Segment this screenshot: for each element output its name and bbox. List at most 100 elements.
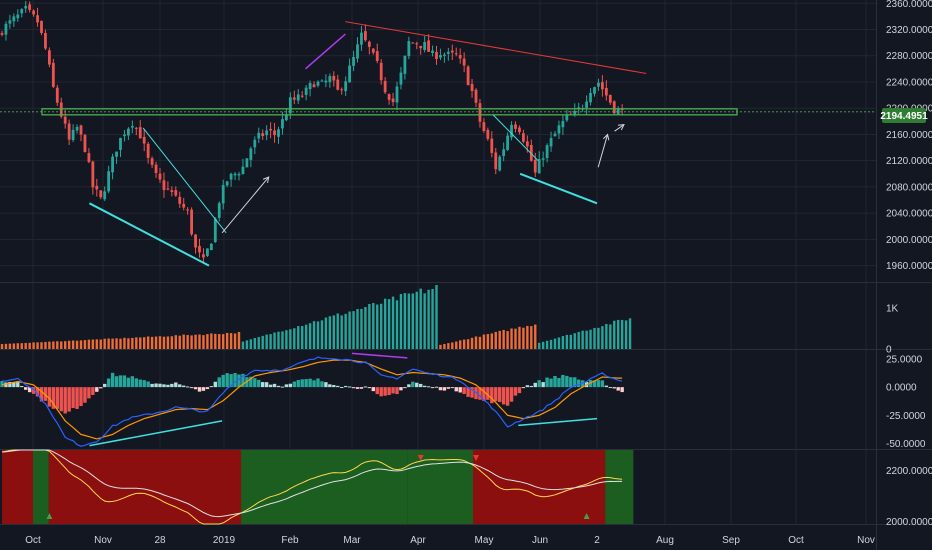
candle-body: [174, 190, 178, 196]
price-tick-label: 2160.0000: [886, 130, 932, 141]
macd-histogram-bar: [592, 380, 597, 388]
macd-histogram-bar: [292, 381, 296, 388]
candle-body: [241, 166, 245, 175]
candle-body: [292, 97, 296, 100]
candle-body: [454, 53, 458, 55]
volume-bar: [12, 343, 16, 349]
candle-body: [158, 173, 162, 180]
regime-signal-marker: [46, 513, 53, 519]
time-tick-label: Nov: [857, 535, 875, 546]
macd-histogram-bar: [241, 373, 245, 388]
candle-body: [285, 114, 288, 121]
candle-body: [253, 139, 257, 148]
macd-histogram-bar: [494, 387, 498, 402]
volume-bar: [609, 324, 612, 349]
volume-bar: [569, 334, 572, 349]
volume-bar: [261, 335, 264, 349]
candle-body: [478, 103, 482, 122]
volume-bar: [170, 336, 174, 349]
volume-bar: [218, 334, 221, 349]
volume-bar: [494, 331, 497, 349]
candle-body: [316, 81, 320, 86]
candle-body: [190, 209, 193, 235]
candle-body: [601, 82, 604, 90]
volume-bar: [237, 331, 241, 349]
candle-body: [356, 44, 359, 59]
volume-panel: [0, 285, 632, 349]
volume-bar: [146, 336, 150, 349]
volume-bar: [32, 342, 35, 349]
macd-histogram-bar: [513, 387, 518, 396]
candle-body: [328, 76, 332, 83]
candle-body: [269, 128, 272, 131]
volume-bar: [459, 340, 462, 349]
volume-bar: [0, 344, 4, 349]
volume-bar: [206, 334, 209, 349]
macd-histogram-bar: [8, 381, 12, 388]
trendline: [519, 172, 598, 205]
time-tick-label: 2019: [213, 535, 236, 546]
volume-bar: [530, 326, 533, 349]
macd-histogram-bar: [106, 378, 111, 388]
macd-histogram-bar: [24, 387, 28, 390]
macd-line: [1, 356, 623, 447]
volume-bar: [344, 313, 347, 349]
candle-body: [288, 97, 292, 114]
trendline: [305, 33, 346, 70]
candle-body: [407, 41, 411, 57]
regime-panel: [1, 449, 634, 525]
macd-histogram-bar: [450, 387, 454, 389]
candle-body: [237, 173, 241, 176]
macd-histogram-bar: [486, 387, 490, 400]
candle-body: [415, 43, 419, 45]
macd-histogram-bar: [67, 387, 71, 412]
macd-histogram-bar: [336, 385, 340, 388]
macd-histogram-bar: [103, 383, 107, 388]
volume-bar: [372, 302, 375, 349]
volume-bar: [391, 296, 395, 349]
volume-bar: [352, 311, 355, 349]
candle-body: [474, 89, 478, 103]
macd-histogram-bar: [442, 387, 447, 391]
candle-body: [213, 218, 217, 243]
macd-histogram-bar: [55, 387, 59, 409]
candle-body: [462, 58, 466, 66]
candle-body: [395, 86, 399, 103]
macd-histogram-bar: [557, 378, 561, 388]
candle-body: [589, 92, 592, 103]
candle-body: [312, 84, 316, 88]
volume-bar: [522, 327, 525, 349]
macd-histogram-bar: [580, 380, 585, 388]
volume-bar: [620, 319, 624, 349]
candle-body: [67, 123, 71, 140]
candle-body: [391, 98, 395, 102]
candle-body: [20, 9, 24, 14]
candle-body: [466, 66, 470, 86]
volume-bar: [549, 339, 553, 349]
macd-histogram-bar: [213, 381, 217, 388]
volume-bar: [229, 333, 233, 349]
price-panel[interactable]: [0, 0, 624, 263]
macd-histogram-bar: [387, 387, 391, 396]
candle-body: [435, 51, 438, 60]
macd-histogram-bar: [383, 387, 387, 396]
volume-bar: [316, 321, 320, 349]
volume-bar: [451, 342, 454, 349]
price-tick-label: 2360.0000: [886, 0, 932, 10]
macd-histogram-bar: [20, 385, 24, 388]
volume-bar: [439, 344, 442, 349]
macd-histogram-bar: [118, 375, 123, 388]
volume-bar: [253, 338, 256, 349]
volume-bar: [182, 334, 185, 349]
macd-histogram-bar: [130, 376, 135, 388]
candle-body: [348, 65, 351, 83]
time-tick-label: Oct: [788, 535, 804, 546]
macd-histogram-bar: [182, 385, 186, 388]
macd-histogram-bar: [237, 374, 241, 388]
macd-histogram-bar: [541, 382, 545, 388]
macd-histogram-bar: [142, 380, 146, 388]
candle-body: [296, 94, 300, 101]
current-price-badge: [882, 108, 926, 123]
macd-histogram-bar: [561, 374, 565, 388]
volume-bar: [166, 336, 170, 349]
